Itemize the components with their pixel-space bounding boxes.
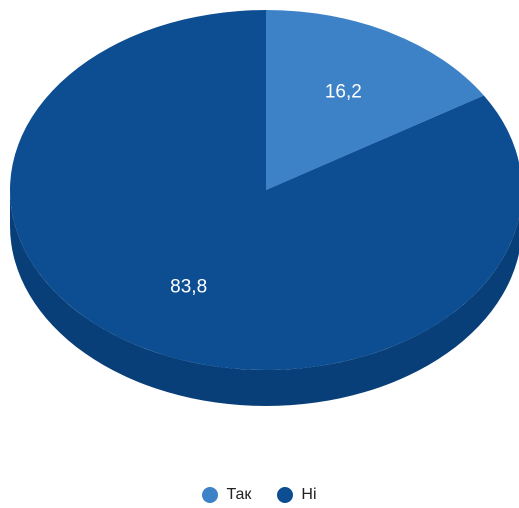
legend-marker-tak — [202, 487, 219, 503]
legend-label-tak: Так — [226, 486, 252, 503]
data-label-так: 16,2 — [325, 82, 362, 103]
legend-label-ni: Ні — [301, 486, 317, 503]
pie-side-group — [10, 190, 519, 406]
legend-item-tak[interactable]: Так — [202, 486, 251, 504]
legend: Так Ні — [0, 486, 519, 504]
data-label-ні: 83,8 — [170, 276, 207, 297]
pie-side-ні — [10, 190, 519, 406]
legend-item-ni[interactable]: Ні — [277, 486, 317, 504]
pie-top-group — [10, 10, 519, 370]
pie-slice-ні[interactable] — [10, 10, 519, 370]
legend-marker-ni — [277, 487, 294, 503]
pie-slice-так[interactable] — [266, 10, 484, 190]
pie-labels-group: 16,2 83,8 — [170, 82, 362, 298]
